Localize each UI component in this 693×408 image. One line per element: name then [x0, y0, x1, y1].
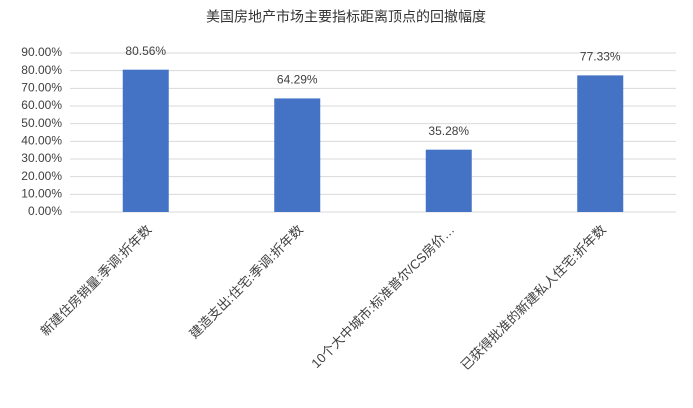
x-tick-label: 10个大中城市:标准普尔/CS房价…	[308, 222, 457, 371]
y-tick-label: 10.00%	[21, 187, 62, 201]
bar	[425, 149, 472, 212]
y-tick-label: 60.00%	[21, 98, 62, 112]
y-tick-label: 80.00%	[21, 63, 62, 77]
value-label: 64.29%	[277, 73, 318, 87]
y-tick-label: 0.00%	[28, 204, 62, 218]
y-tick-label: 90.00%	[21, 45, 62, 59]
x-tick-label: 已获得批准的新建私人住宅:折年数	[458, 222, 609, 373]
bar	[274, 98, 321, 212]
value-label: 77.33%	[580, 50, 621, 64]
y-tick-label: 50.00%	[21, 116, 62, 130]
bar	[122, 69, 169, 212]
value-label: 80.56%	[125, 44, 166, 58]
chart-title: 美国房地产市场主要指标距离顶点的回撤幅度	[206, 9, 486, 25]
y-tick-label: 30.00%	[21, 151, 62, 165]
value-label: 35.28%	[428, 124, 469, 138]
x-tick-label: 建造支出:住宅:季调:折年数	[186, 222, 305, 341]
y-tick-label: 40.00%	[21, 134, 62, 148]
bar	[577, 75, 624, 212]
y-tick-label: 70.00%	[21, 81, 62, 95]
y-tick-label: 20.00%	[21, 169, 62, 183]
x-tick-label: 新建住房销量:季调:折年数	[37, 222, 154, 339]
